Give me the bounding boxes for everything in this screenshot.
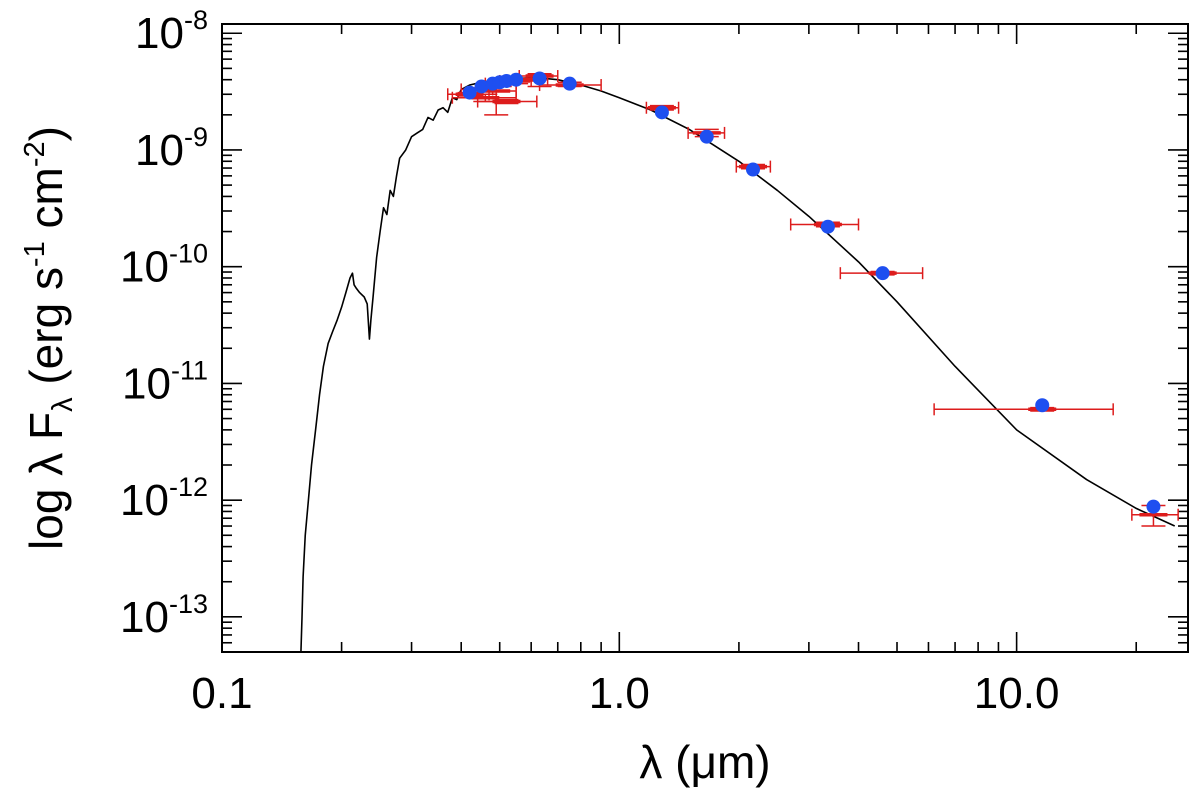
synthetic-point <box>654 105 669 120</box>
errorbar-point <box>933 403 1114 416</box>
y-tick-label: 10-9 <box>135 122 208 175</box>
axis-ticks <box>221 24 1188 653</box>
errorbar-point <box>476 95 538 108</box>
synthetic-point <box>562 76 577 91</box>
synthetic-point <box>532 71 547 86</box>
y-tick-label: 10-12 <box>120 472 208 525</box>
plot-frame <box>221 23 1189 653</box>
model-sed-series <box>300 77 1176 652</box>
synthetic-point <box>474 79 489 94</box>
x-tick-label: 1.0 <box>589 669 650 718</box>
observed-photometry-series <box>447 70 1179 527</box>
synthetic-point <box>1146 499 1161 514</box>
synthetic-photometry-series <box>462 71 1161 514</box>
synthetic-point <box>820 219 835 234</box>
x-tick-label: 10.0 <box>974 669 1060 718</box>
synthetic-point <box>1035 398 1050 413</box>
x-axis-title: λ (μm) <box>639 736 770 788</box>
synthetic-point <box>462 85 477 100</box>
y-tick-label: 10-10 <box>120 239 208 292</box>
model-sed-line <box>300 77 1176 652</box>
synthetic-point <box>509 72 524 87</box>
y-tick-label: 10-11 <box>122 355 208 408</box>
y-tick-label: 10-8 <box>135 5 208 58</box>
axis-labels: 0.1 1.0 10.0 10-13 10-12 10-11 10-10 10-9 10-8 λ … <box>19 5 1059 788</box>
y-axis-title: log λ Fλ (erg s-1 cm-2) <box>19 126 79 550</box>
synthetic-point <box>699 129 714 144</box>
y-tick-label: 10-13 <box>120 589 208 642</box>
synthetic-point <box>875 266 890 281</box>
synthetic-point <box>745 162 760 177</box>
x-tick-label: 0.1 <box>191 669 252 718</box>
